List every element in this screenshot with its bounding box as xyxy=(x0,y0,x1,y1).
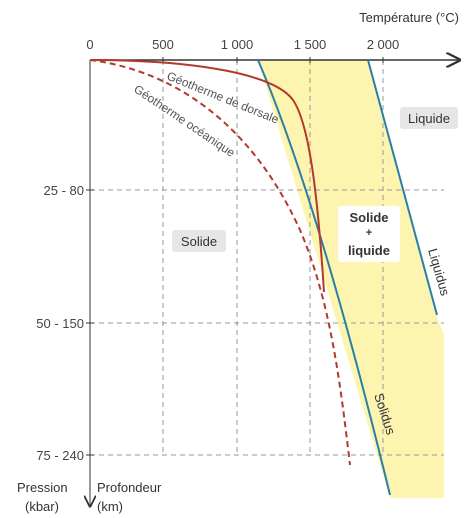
x-axis-title: Température (°C) xyxy=(359,10,459,25)
x-tick-500: 500 xyxy=(152,37,174,52)
depth-title: Profondeur xyxy=(97,480,162,495)
depth-unit: (km) xyxy=(97,499,123,514)
grid xyxy=(90,60,444,456)
y-tick-75-240: 75 - 240 xyxy=(36,448,84,463)
solid-liquid-zone xyxy=(258,60,444,498)
solid-liquid-label-line3: liquide xyxy=(348,243,390,258)
solid-liquid-label-line2: + xyxy=(366,227,372,239)
x-tick-1000: 1 000 xyxy=(221,37,254,52)
geotherm-ridge-curve xyxy=(89,59,325,293)
solid-liquid-label-box xyxy=(338,206,400,262)
x-tick-1500: 1 500 xyxy=(294,37,327,52)
pressure-title: Pression xyxy=(17,480,68,495)
x-tick-2000: 2 000 xyxy=(367,37,400,52)
solid-label-box xyxy=(172,230,226,252)
liquid-label: Liquide xyxy=(408,111,450,126)
solid-label: Solide xyxy=(181,234,217,249)
x-tick-0: 0 xyxy=(86,37,93,52)
liquid-label-box xyxy=(400,107,458,129)
geotherm-ocean-curve xyxy=(89,59,351,466)
y-tick-50-150: 50 - 150 xyxy=(36,316,84,331)
liquidus-line xyxy=(367,59,438,316)
solid-liquid-label-line1: Solide xyxy=(349,210,388,225)
y-tick-25-80: 25 - 80 xyxy=(44,183,84,198)
pressure-unit: (kbar) xyxy=(25,499,59,514)
